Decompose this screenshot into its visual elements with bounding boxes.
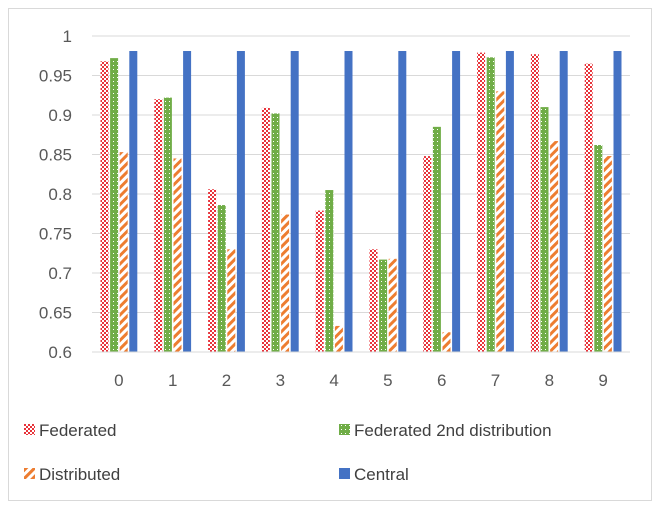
x-tick-label: 8 — [545, 371, 554, 390]
bar-federated-2nd-distribution-4 — [325, 190, 334, 352]
bar-distributed-7 — [496, 91, 505, 353]
bar-distributed-9 — [603, 156, 612, 352]
bar-central-4 — [344, 51, 353, 352]
bar-central-2 — [236, 51, 245, 352]
bar-federated-2nd-distribution-6 — [432, 126, 441, 352]
bar-federated-2nd-distribution-3 — [271, 113, 280, 352]
x-tick-label: 4 — [329, 371, 338, 390]
bar-central-1 — [183, 51, 192, 352]
y-tick-label: 0.65 — [39, 304, 72, 323]
bar-distributed-0 — [119, 152, 128, 352]
bar-central-5 — [398, 51, 407, 352]
legend-item: Central — [339, 465, 409, 484]
bar-federated-7 — [477, 52, 486, 353]
bar-federated-5 — [369, 249, 378, 352]
legend-label: Central — [354, 465, 409, 484]
x-tick-label: 7 — [491, 371, 500, 390]
bar-central-7 — [505, 51, 514, 352]
bar-distributed-1 — [173, 158, 182, 352]
bar-federated-2nd-distribution-2 — [217, 205, 226, 352]
legend-swatch — [339, 468, 350, 479]
x-tick-label: 6 — [437, 371, 446, 390]
legend-swatch — [24, 424, 35, 435]
x-tick-label: 3 — [276, 371, 285, 390]
bar-federated-2nd-distribution-8 — [540, 107, 549, 352]
bar-distributed-3 — [281, 214, 290, 352]
bar-federated-2nd-distribution-1 — [163, 97, 172, 353]
bar-central-9 — [613, 51, 622, 352]
bar-distributed-8 — [550, 141, 559, 352]
y-tick-label: 0.6 — [48, 343, 72, 362]
bar-federated-8 — [530, 54, 539, 353]
x-axis-ticks: 0 1 2 3 4 5 6 7 8 9 — [114, 371, 608, 390]
gridlines — [92, 35, 630, 353]
legend-label: Distributed — [39, 465, 120, 484]
bar-distributed-2 — [227, 249, 236, 352]
bar-central-6 — [452, 51, 461, 352]
x-tick-label: 1 — [168, 371, 177, 390]
bar-federated-6 — [423, 156, 432, 352]
bar-federated-2nd-distribution-0 — [110, 58, 119, 353]
legend-item: Distributed — [24, 465, 120, 484]
legend: Federated Federated 2nd distribution Distr… — [24, 421, 552, 484]
y-tick-label: 1 — [63, 27, 72, 46]
x-tick-label: 9 — [598, 371, 607, 390]
x-tick-label: 5 — [383, 371, 392, 390]
y-tick-label: 0.95 — [39, 67, 72, 86]
legend-swatch — [339, 424, 350, 435]
bar-central-8 — [559, 51, 568, 352]
bar-federated-0 — [100, 61, 109, 352]
bar-distributed-4 — [334, 325, 343, 352]
bar-federated-2nd-distribution-5 — [379, 259, 388, 352]
legend-label: Federated 2nd distribution — [354, 421, 552, 440]
bars — [100, 51, 622, 353]
bar-federated-3 — [261, 107, 270, 352]
legend-item: Federated 2nd distribution — [339, 421, 552, 440]
y-tick-label: 0.7 — [48, 264, 72, 283]
bar-federated-9 — [584, 63, 593, 353]
bar-federated-1 — [154, 99, 163, 352]
bar-distributed-5 — [388, 258, 397, 352]
legend-label: Federated — [39, 421, 117, 440]
x-tick-label: 2 — [222, 371, 231, 390]
bar-federated-4 — [315, 210, 324, 352]
y-tick-label: 0.85 — [39, 146, 72, 165]
bar-central-3 — [290, 51, 299, 352]
legend-item: Federated — [24, 421, 117, 440]
y-tick-label: 0.8 — [48, 185, 72, 204]
bar-distributed-6 — [442, 332, 451, 352]
y-tick-label: 0.9 — [48, 106, 72, 125]
bar-federated-2 — [208, 189, 217, 352]
x-tick-label: 0 — [114, 371, 123, 390]
y-axis-ticks: 0.6 0.65 0.7 0.75 0.8 0.85 0.9 0.95 1 — [39, 27, 72, 362]
y-tick-label: 0.75 — [39, 225, 72, 244]
bar-central-0 — [129, 51, 138, 352]
bar-federated-2nd-distribution-7 — [486, 57, 495, 353]
bar-federated-2nd-distribution-9 — [594, 145, 603, 352]
legend-swatch — [24, 468, 35, 479]
